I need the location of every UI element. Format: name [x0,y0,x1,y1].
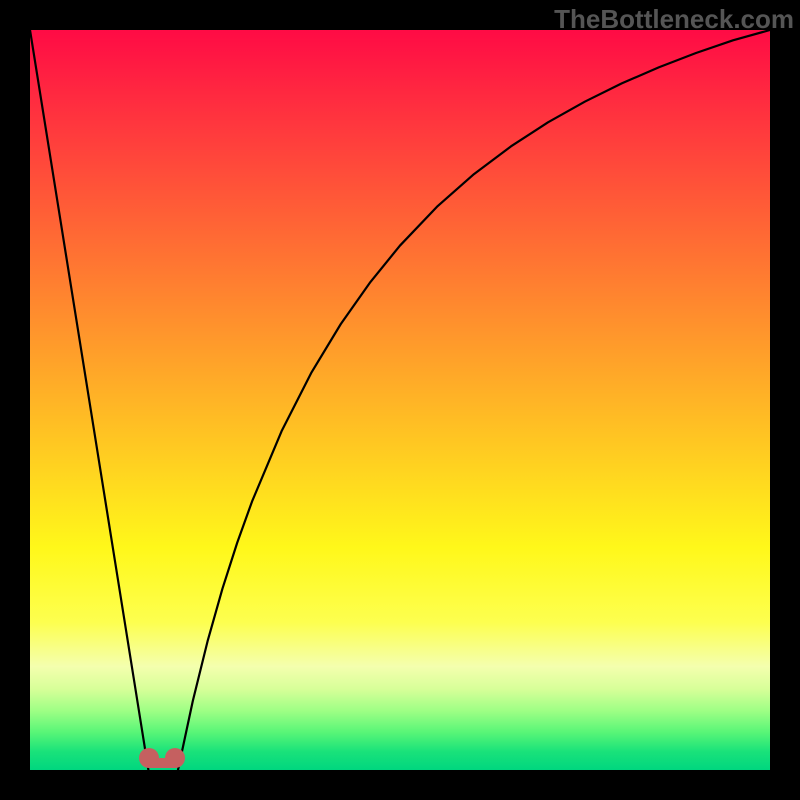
trough-node-1 [165,748,185,768]
chart-container: TheBottleneck.com [0,0,800,800]
watermark-text: TheBottleneck.com [554,4,794,35]
gradient-plot-area [30,30,770,770]
bottleneck-chart [0,0,800,800]
trough-node-0 [139,748,159,768]
